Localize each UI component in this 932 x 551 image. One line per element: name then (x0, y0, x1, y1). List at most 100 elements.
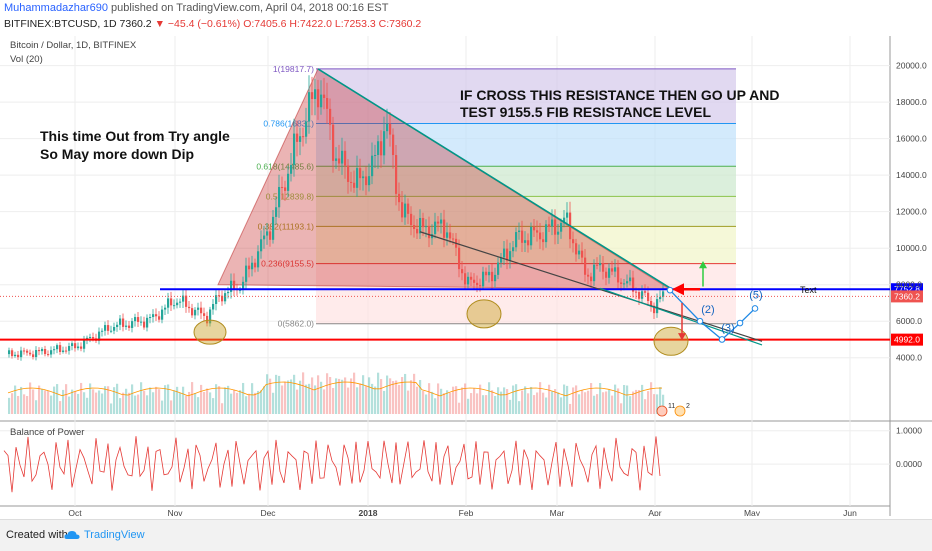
volume-bar (224, 387, 227, 414)
volume-bar (503, 387, 506, 414)
text-label[interactable]: Text (800, 285, 817, 295)
candle-body (539, 232, 542, 240)
candle-body (542, 239, 545, 243)
fib-level-label: 0(5862.0) (278, 319, 315, 329)
volume-bar (86, 397, 89, 414)
trend-lines[interactable] (317, 68, 763, 346)
candle-body (191, 308, 194, 316)
note-right-line1[interactable]: IF CROSS THIS RESISTANCE THEN GO UP AND (460, 87, 779, 103)
candle-body (656, 299, 659, 314)
candle-body (617, 267, 620, 283)
volume-bar (662, 394, 665, 414)
volume-bar (407, 390, 410, 414)
note-right-line2[interactable]: TEST 9155.5 FIB RESISTANCE LEVEL (460, 104, 711, 120)
annotation-marks[interactable]: (2) (3) (5) 11 2 (193, 260, 763, 417)
price-change: −45.4 (−0.61%) (167, 18, 241, 30)
volume-bar (614, 384, 617, 414)
fib-level-label: 0.5(12839.8) (266, 191, 314, 201)
candle-body (101, 330, 104, 332)
volume-bar (368, 377, 371, 414)
candle-body (503, 248, 506, 258)
volume-bar (338, 378, 341, 414)
candle-body (272, 216, 275, 240)
candle-body (461, 269, 464, 274)
volume-bar (173, 390, 176, 414)
candle-body (509, 251, 512, 261)
volume-bar (563, 384, 566, 414)
candle-body (512, 247, 515, 252)
event-icon (674, 405, 686, 417)
candle-body (479, 285, 482, 287)
candle-body (377, 141, 380, 155)
candle-body (179, 301, 182, 303)
candle-body (251, 262, 254, 270)
candle-body (407, 203, 410, 214)
author-link[interactable]: Muhammadazhar690 (4, 2, 108, 14)
volume-bar (608, 389, 611, 414)
bop-tick-label: 1.0000 (896, 426, 922, 436)
fib-retracement[interactable]: 1(19817.7) 0.786(16831) 0.618(14485.6) 0.5(… (256, 64, 736, 329)
time-tick-label: May (744, 508, 761, 516)
volume-bar (170, 400, 173, 414)
volume-bar (470, 393, 473, 414)
candle-body (626, 281, 629, 284)
volume-bar (188, 391, 191, 414)
candle-body (518, 230, 521, 233)
candle-body (488, 271, 491, 276)
candle-body (212, 304, 215, 310)
candle-body (614, 267, 617, 272)
volume-bar (569, 403, 572, 414)
candle-body (41, 348, 44, 352)
candle-body (143, 321, 146, 328)
candle-body (8, 350, 11, 355)
volume-bar (416, 386, 419, 414)
volume-bar (176, 386, 179, 414)
price-label-box (891, 290, 923, 303)
volume-bar (395, 380, 398, 414)
note-left-line2[interactable]: So May more down Dip (40, 146, 194, 162)
candle-body (74, 343, 77, 349)
candle-body (410, 213, 413, 226)
volume-bar (269, 378, 272, 414)
candle-body (122, 318, 125, 327)
chart-area[interactable]: 1(19817.7) 0.786(16831) 0.618(14485.6) 0.5(… (0, 36, 932, 518)
bop-label: Balance of Power (10, 427, 84, 438)
candle-body (632, 277, 635, 292)
volume-bar (401, 377, 404, 414)
candle-body (35, 350, 38, 358)
volume-bar (32, 389, 35, 414)
volume-bar (548, 384, 551, 414)
candle-body (563, 217, 566, 224)
volume-bar (182, 386, 185, 414)
candle-body (344, 150, 347, 166)
candle-body (293, 133, 296, 165)
note-left-line1[interactable]: This time Out from Try angle (40, 128, 230, 144)
candle-body (353, 182, 356, 188)
candle-body (659, 297, 662, 300)
volume-bar (101, 393, 104, 414)
candle-body (587, 274, 590, 277)
candle-body (566, 212, 569, 218)
wave3-label: (3) (721, 322, 734, 334)
volume-bar (632, 391, 635, 414)
volume-bar (248, 393, 251, 414)
volume-bar (53, 386, 56, 414)
volume-bar (95, 392, 98, 414)
candle-body (125, 325, 128, 327)
wave-point (666, 286, 674, 294)
volume-bar (35, 400, 38, 414)
price-chart[interactable]: 1(19817.7) 0.786(16831) 0.618(14485.6) 0.5(… (0, 36, 932, 518)
candle-body (434, 221, 437, 235)
last-price: 7360.2 (119, 18, 152, 30)
tradingview-link[interactable]: TradingView (84, 529, 145, 541)
down-arrow-icon: ▼ (154, 18, 165, 30)
volume-label: Vol (20) (10, 54, 43, 65)
candle-body (521, 230, 524, 243)
price-label-text: 4992.0 (894, 335, 920, 345)
volume-bar (500, 391, 503, 414)
candle-body (116, 324, 119, 328)
volume-bar (605, 391, 608, 414)
candle-body (260, 239, 263, 252)
fib-level-label: 0.382(11193.1) (258, 221, 315, 231)
